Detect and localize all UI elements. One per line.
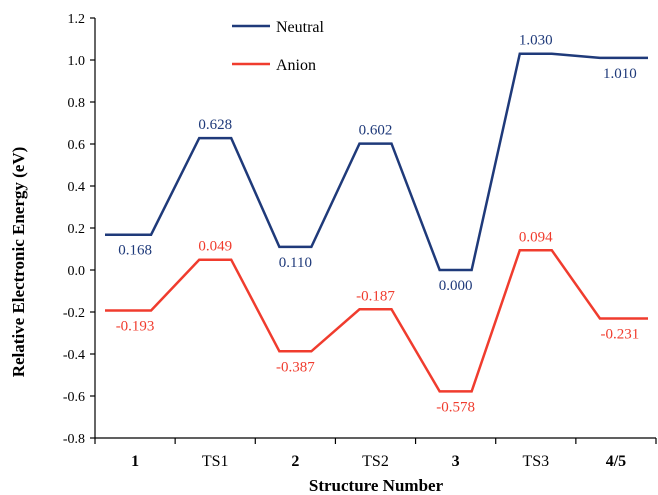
series-line-anion (105, 249, 648, 393)
data-label: -0.578 (436, 399, 475, 415)
y-tick-label: 0.4 (68, 180, 86, 195)
legend-label-neutral: Neutral (276, 19, 325, 36)
data-labels: 0.168 0.628 0.110 0.602 0.000 1.030 1.010 -0.19… (116, 33, 640, 416)
y-tick-label: -0.2 (63, 306, 85, 321)
y-tick-label: -0.8 (63, 432, 85, 447)
data-label: 0.094 (519, 229, 553, 245)
series (105, 52, 648, 393)
data-label: -0.187 (356, 288, 395, 304)
legend: Neutral Anion (232, 19, 325, 74)
data-label: 1.030 (519, 33, 553, 49)
data-label: 0.110 (279, 255, 312, 271)
x-tick-label: 1 (131, 453, 139, 470)
data-label: -0.387 (276, 359, 315, 375)
data-label: 0.168 (118, 243, 152, 259)
y-tick-label: 0.8 (68, 96, 86, 111)
data-label: 0.602 (359, 123, 393, 139)
x-axis-title: Structure Number (309, 476, 444, 495)
y-tick-label: -0.6 (63, 390, 85, 405)
data-label: 0.000 (439, 278, 473, 294)
data-label: 0.049 (198, 239, 232, 255)
y-tick-label: 0.6 (68, 138, 86, 153)
y-tick-label: 0.0 (68, 264, 86, 279)
y-tick-label: 0.2 (68, 222, 86, 237)
y-tick-label: 1.2 (68, 12, 86, 27)
series-line-neutral (105, 52, 648, 272)
x-tick-label: TS1 (202, 453, 229, 470)
data-label: -0.231 (601, 327, 640, 343)
axes (94, 18, 656, 439)
y-ticks: 1.2 1.0 0.8 0.6 0.4 0.2 0.0 -0.2 -0.4 -0.6 -0.8 (63, 12, 95, 447)
x-tick-label: TS2 (362, 453, 389, 470)
y-tick-label: -0.4 (63, 348, 85, 363)
data-label: 0.628 (198, 117, 232, 133)
x-tick-label: 2 (291, 453, 299, 470)
legend-label-anion: Anion (276, 57, 316, 74)
y-axis-title: Relative Electronic Energy (eV) (9, 147, 28, 378)
x-ticks: 1 TS1 2 TS2 3 TS3 4/5 (94, 438, 657, 470)
data-label: 1.010 (603, 66, 637, 82)
x-tick-label: 4/5 (606, 453, 626, 470)
y-tick-label: 1.0 (68, 54, 86, 69)
data-label: -0.193 (116, 319, 155, 335)
x-tick-label: TS3 (522, 453, 549, 470)
x-tick-label: 3 (452, 453, 460, 470)
